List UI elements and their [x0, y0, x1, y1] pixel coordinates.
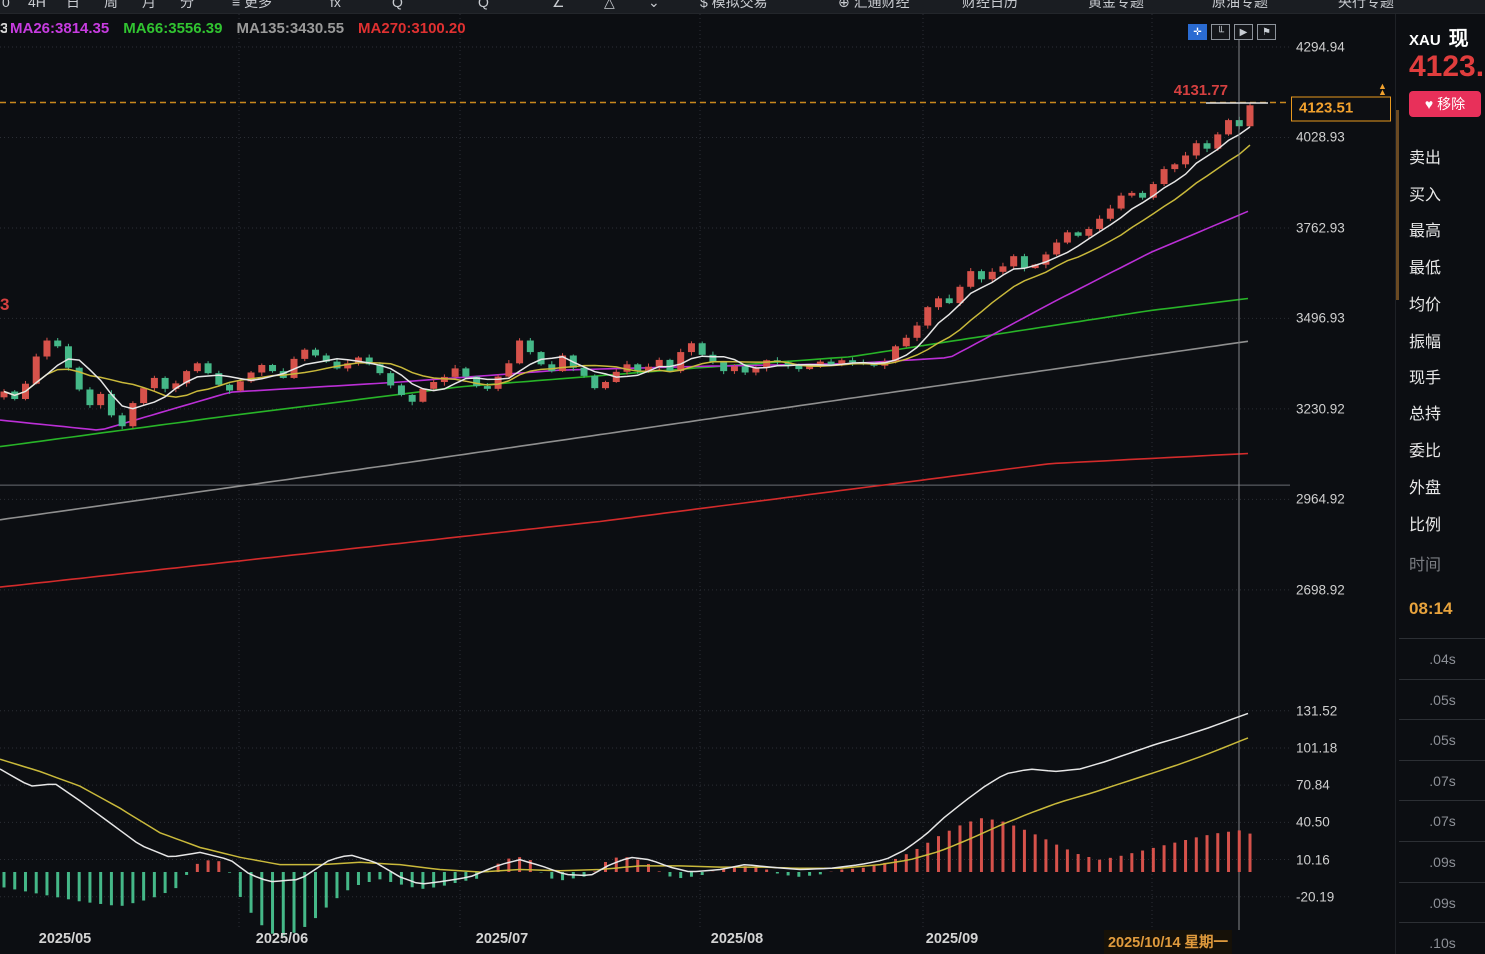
- auto-follow-mode-icon[interactable]: ▶: [1234, 24, 1253, 40]
- indicator-tick: 40.50: [1296, 814, 1330, 830]
- ma-label: MA135:3430.55: [236, 20, 345, 37]
- indicator-tick: -20.19: [1296, 889, 1335, 905]
- trendline-icon[interactable]: ∠: [552, 0, 565, 10]
- time-tick: 2025/06: [255, 931, 309, 947]
- time-field-label: 时间: [1409, 557, 1442, 574]
- ma-label: MA270:3100.20: [358, 20, 466, 37]
- ma-label: MA66:3556.39: [123, 20, 223, 37]
- toolbar-item[interactable]: 原油专题: [1212, 0, 1268, 10]
- indicator-tick: 131.52: [1296, 703, 1338, 719]
- price-tick: 4028.93: [1296, 129, 1345, 145]
- latency-row: .04s: [1399, 638, 1485, 679]
- price-tick: 2964.92: [1296, 491, 1345, 507]
- toolbar-item[interactable]: 日: [66, 0, 80, 10]
- quote-field-1: 买入: [1409, 187, 1442, 204]
- time-tick: 2025/05: [38, 931, 92, 947]
- quote-field-10: 比例: [1409, 517, 1442, 534]
- arrow-down-icon[interactable]: ⌄: [648, 0, 660, 10]
- price-tick: 2698.92: [1296, 582, 1345, 598]
- zoom-in-icon[interactable]: Q: [392, 0, 403, 10]
- scroll-to-latest-icon[interactable]: ▲ ▲: [1378, 81, 1387, 98]
- crosshair-mode-icon[interactable]: ✛: [1188, 24, 1207, 40]
- time-field-value: 08:14: [1409, 599, 1453, 618]
- toolbar-item[interactable]: 黄金专题: [1088, 0, 1144, 10]
- latency-row: .09s: [1399, 841, 1485, 882]
- crosshair-date-label: 2025/10/14 星期一: [1103, 930, 1233, 954]
- quote-field-7: 总持: [1409, 406, 1442, 423]
- indicator-tick: 10.16: [1296, 852, 1330, 868]
- quote-field-4: 均价: [1409, 297, 1442, 314]
- price-line-mode-icon[interactable]: ╙: [1211, 24, 1230, 40]
- toolbar-item[interactable]: ⊕ 汇通财经: [838, 0, 910, 10]
- symbol-header: XAU 现: [1409, 22, 1469, 51]
- price-tick: 4294.94: [1296, 39, 1345, 55]
- quote-field-6: 现手: [1409, 370, 1442, 387]
- latency-row: .07s: [1399, 759, 1485, 801]
- toolbar-item[interactable]: 央行专题: [1338, 0, 1394, 10]
- ma-label-fragment: 3: [0, 20, 7, 37]
- left-edge-label-fragment: 3: [0, 295, 10, 314]
- quote-field-3: 最低: [1409, 260, 1442, 277]
- latency-row: .05s: [1399, 719, 1485, 760]
- sidebar-scrollbar[interactable]: [1396, 110, 1399, 300]
- quote-field-0: 卖出: [1409, 150, 1442, 167]
- toolbar-item[interactable]: 分: [180, 0, 194, 10]
- current-price-box: 4123.51: [1291, 96, 1391, 122]
- toolbar-item[interactable]: $ 模拟交易: [700, 0, 768, 10]
- symbol-name: 现: [1448, 28, 1469, 50]
- chart-control-icons: ✛ ╙ ▶ ⚑: [1188, 24, 1276, 40]
- toolbar-item[interactable]: 财经日历: [962, 0, 1018, 10]
- latency-row: .07s: [1399, 800, 1485, 841]
- ma-label-row: MA26:3814.35 MA66:3556.39 MA135:3430.55 MA2…: [10, 20, 480, 40]
- flag-mode-icon[interactable]: ⚑: [1257, 24, 1276, 40]
- latency-row: .10s: [1399, 922, 1485, 954]
- toolbar-item[interactable]: ≡ 更多: [232, 0, 273, 10]
- heart-icon: ♥: [1424, 96, 1434, 112]
- toolbar-item[interactable]: 4H: [28, 0, 46, 10]
- time-tick: 2025/09: [925, 931, 979, 947]
- quote-field-5: 振幅: [1409, 334, 1442, 351]
- quote-field-9: 外盘: [1409, 480, 1442, 497]
- remove-favorite-button[interactable]: ♥ 移除: [1409, 91, 1481, 117]
- indicator-tick: 70.84: [1296, 777, 1330, 793]
- time-tick: 2025/08: [710, 931, 764, 947]
- price-tick: 3230.92: [1296, 401, 1345, 417]
- quote-sidebar: XAU 现 4123. ♥ 移除 卖出买入最高最低均价振幅现手总持委比外盘比例时间 0…: [1395, 14, 1485, 954]
- quote-field-8: 委比: [1409, 443, 1442, 460]
- ma-label: MA26:3814.35: [10, 20, 110, 37]
- top-toolbar: 0 4H 日 周 月 分 ≡ 更多 fx $ 模拟交易 ⊕ 汇通财经 财经日历 黄金专题 原油专题 央行专…: [0, 0, 1485, 14]
- symbol-code: XAU: [1409, 32, 1441, 49]
- indicator-tick: 101.18: [1296, 740, 1338, 756]
- toolbar-item[interactable]: 0: [2, 0, 10, 10]
- latency-row: .09s: [1399, 881, 1485, 923]
- toolbar-item[interactable]: fx: [330, 0, 341, 10]
- triangle-icon[interactable]: △: [604, 0, 615, 10]
- toolbar-item[interactable]: 月: [142, 0, 156, 10]
- quote-field-2: 最高: [1409, 223, 1442, 240]
- latency-row: .05s: [1399, 678, 1485, 720]
- time-tick: 2025/07: [475, 931, 529, 947]
- last-price: 4123.: [1409, 50, 1485, 83]
- all-time-high-label: 4131.77: [1173, 81, 1228, 99]
- price-tick: 3762.93: [1296, 220, 1345, 236]
- zoom-out-icon[interactable]: Q: [478, 0, 489, 10]
- toolbar-item[interactable]: 周: [104, 0, 118, 10]
- remove-label: 移除: [1437, 96, 1466, 112]
- price-tick: 3496.93: [1296, 310, 1345, 326]
